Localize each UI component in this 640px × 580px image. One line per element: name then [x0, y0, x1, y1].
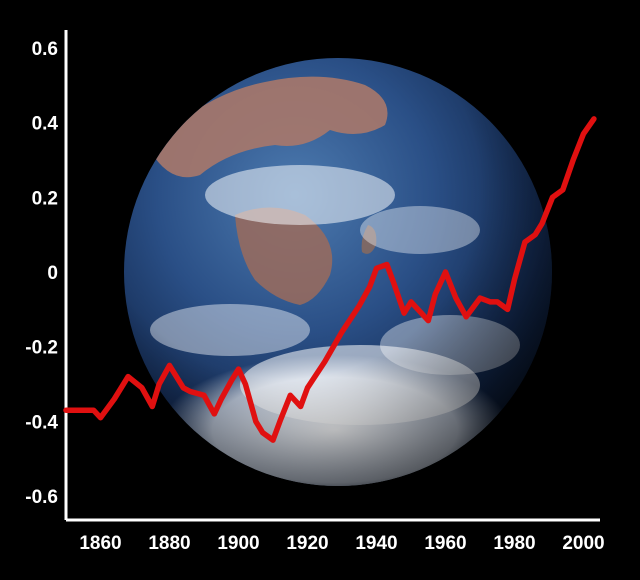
y-tick-label: 0.4	[32, 114, 59, 135]
y-tick-label: 0	[47, 263, 58, 284]
y-tick-label: 0.2	[32, 188, 58, 209]
x-tick-label: 1900	[217, 533, 259, 554]
x-tick-label: 1920	[286, 533, 328, 554]
x-tick-label: 1960	[424, 533, 466, 554]
temperature-anomaly-line	[63, 116, 597, 443]
axes	[64, 30, 600, 522]
x-tick-label: 1860	[79, 533, 121, 554]
x-tick-label: 1940	[355, 533, 397, 554]
y-tick-label: -0.6	[25, 487, 58, 508]
x-tick-label: 1980	[493, 533, 535, 554]
earth-image	[124, 58, 552, 486]
x-tick-label: 2000	[562, 533, 604, 554]
y-tick-label: 0.6	[32, 39, 58, 60]
series-group	[63, 116, 597, 443]
x-tick-label: 1880	[148, 533, 190, 554]
y-tick-label: -0.2	[25, 338, 58, 359]
y-tick-label: -0.4	[25, 412, 58, 433]
y-axis-tick-labels: 0.6 0.4 0.2 0 -0.2 -0.4 -0.6	[25, 39, 58, 508]
x-axis-tick-labels: 1860 1880 1900 1920 1940 1960 1980 2000	[79, 533, 604, 554]
